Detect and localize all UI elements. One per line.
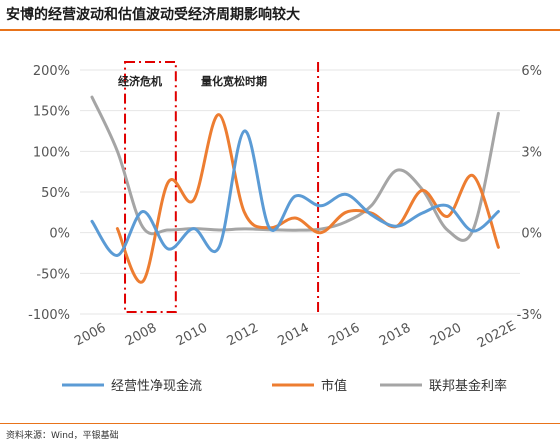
x-tick-label: 2020 xyxy=(428,321,464,350)
x-tick-label: 2016 xyxy=(326,321,362,350)
left-axis-ticks: 200% 150% 100% 50% 0% -50% -100% xyxy=(28,64,70,323)
legend-label-1: 市值 xyxy=(321,378,347,394)
x-tick-label: 2006 xyxy=(72,321,108,350)
series-line-2 xyxy=(90,95,500,242)
legend-label-0: 经营性净现金流 xyxy=(111,378,202,394)
right-axis-ticks: 6% 3% 0% -3% xyxy=(517,64,542,323)
series-line-0 xyxy=(90,129,500,257)
left-tick-label: -100% xyxy=(28,308,70,323)
left-tick-label: 50% xyxy=(41,186,70,201)
left-tick-label: 0% xyxy=(49,227,70,242)
left-tick-label: 100% xyxy=(33,145,70,160)
footer-rule xyxy=(0,423,560,424)
chart-title: 安博的经营波动和估值波动受经济周期影响较大 xyxy=(6,7,300,23)
right-tick-label: -3% xyxy=(517,308,542,323)
left-tick-label: 200% xyxy=(33,64,70,79)
x-tick-label: 2018 xyxy=(377,321,413,350)
left-tick-label: 150% xyxy=(33,105,70,120)
left-tick-label: -50% xyxy=(36,267,70,282)
annotation-crisis: 经济危机 xyxy=(118,74,162,88)
x-tick-label: 2010 xyxy=(174,321,210,350)
crisis-rect xyxy=(124,61,177,313)
legend-label-2: 联邦基金利率 xyxy=(429,378,507,394)
series-line-1 xyxy=(115,113,500,284)
title-underline xyxy=(0,29,560,31)
x-tick-label: 2014 xyxy=(275,321,311,350)
legend: 经营性净现金流 市值 联邦基金利率 xyxy=(62,378,507,394)
series-lines xyxy=(90,95,500,284)
right-tick-label: 6% xyxy=(521,64,542,79)
x-tick-label: 2008 xyxy=(123,321,159,350)
source-note: 资料来源：Wind，平银基础 xyxy=(6,431,119,441)
right-tick-label: 0% xyxy=(521,227,542,242)
chart-svg: 200% 150% 100% 50% 0% -50% -100% 6% 3% 0% -3% 200… xyxy=(28,61,542,394)
x-tick-label: 2012 xyxy=(225,321,261,350)
right-tick-label: 3% xyxy=(521,145,542,160)
annotations: 经济危机 量化宽松时期 xyxy=(118,74,267,88)
annotation-qe: 量化宽松时期 xyxy=(201,74,267,88)
crisis-period-box xyxy=(124,61,177,313)
x-tick-label: 2022E xyxy=(475,319,519,352)
x-axis-ticks: 2006 2008 2010 2012 2014 2016 2018 2020 2022E xyxy=(72,319,518,352)
